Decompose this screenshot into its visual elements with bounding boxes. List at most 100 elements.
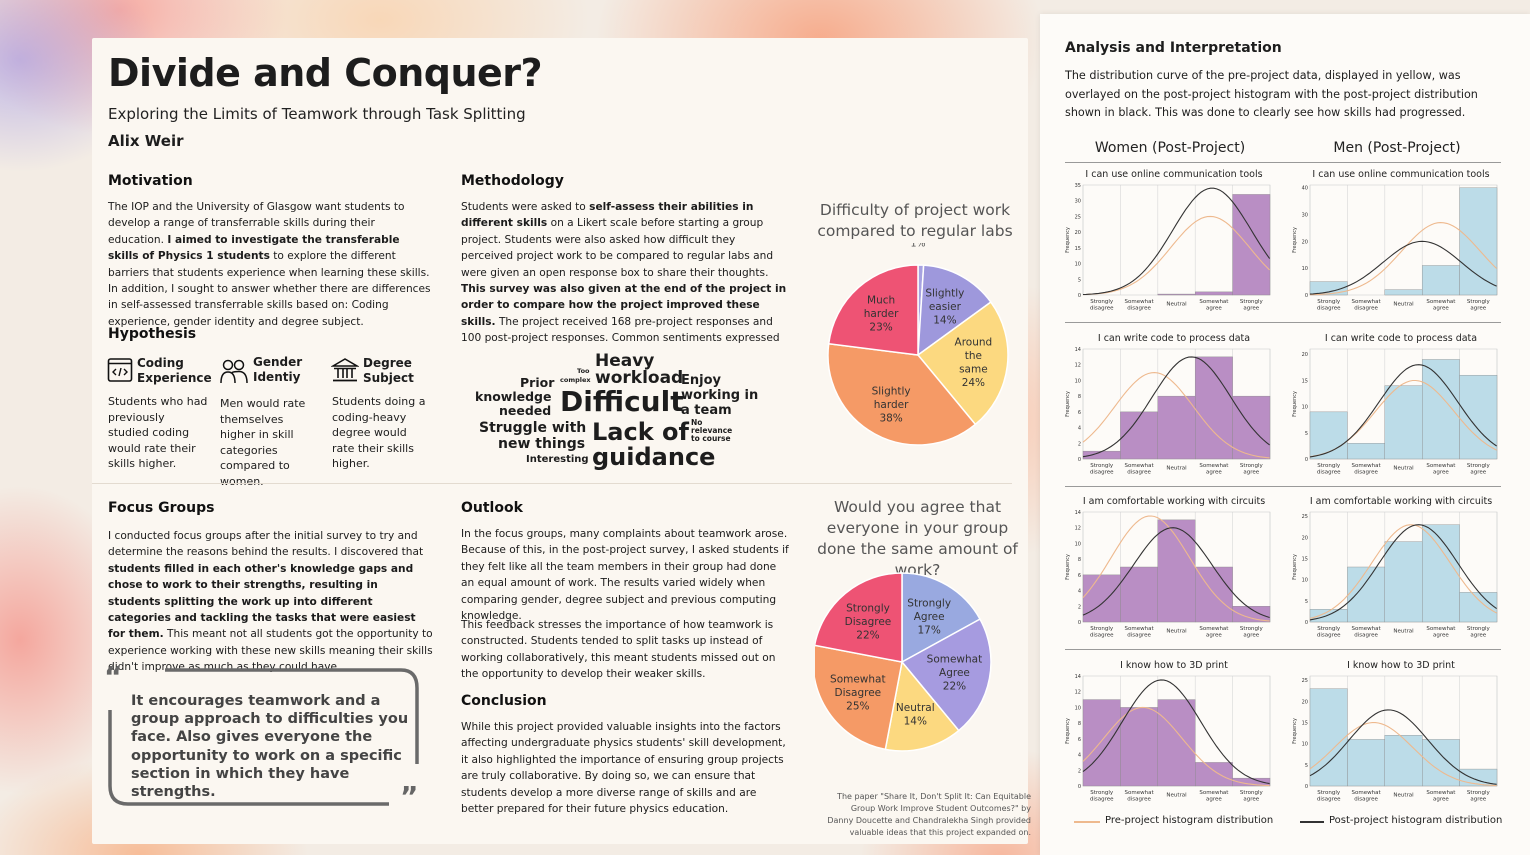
x-tick-label: Somewhat disagree (1125, 299, 1155, 312)
y-tick-label: 10 (1075, 541, 1081, 547)
y-tick-label: 0 (1078, 293, 1081, 299)
x-tick-label: Strongly agree (1467, 463, 1491, 476)
histogram-bar (1347, 566, 1386, 623)
histogram-bar (1421, 524, 1460, 623)
quote-text: It encourages teamwork and a group appro… (131, 693, 409, 801)
y-tick-label: 0 (1078, 620, 1081, 626)
legend-pre-swatch (1074, 821, 1100, 823)
x-tick-label: Somewhat agree (1199, 626, 1229, 639)
y-tick-label: 20 (1302, 699, 1308, 705)
legend-post-swatch (1300, 821, 1324, 823)
histogram-chart: I know how to 3D print Frequency 0 2 4 6 8 10 12… (1065, 660, 1271, 803)
x-tick-label: Strongly agree (1467, 790, 1491, 803)
histogram-bar (1421, 359, 1460, 460)
word-cloud-word: complex (560, 376, 591, 384)
motivation-heading: Motivation (108, 173, 193, 189)
x-tick-label: Strongly agree (1240, 299, 1264, 312)
y-tick-label: 15 (1302, 378, 1308, 384)
y-tick-label: 35 (1075, 183, 1081, 189)
distribution-curve (1082, 527, 1270, 619)
x-tick-label: Strongly agree (1240, 790, 1264, 803)
histogram-title: I know how to 3D print (1120, 660, 1228, 671)
histogram-title: I can write code to process data (1098, 333, 1250, 344)
y-tick-label: 20 (1302, 239, 1308, 245)
y-tick-label: 10 (1302, 405, 1308, 411)
outlook-heading: Outlook (461, 500, 523, 516)
column-header-rule (1065, 162, 1501, 163)
pie-label: Somewhat Agree 22% (927, 654, 983, 693)
y-tick-label: 14 (1075, 510, 1081, 516)
x-tick-label: Neutral (1166, 629, 1187, 635)
x-tick-label: Strongly disagree (1090, 299, 1114, 312)
histogram-chart: I know how to 3D print Frequency 0 5 10 15 20 2… (1292, 660, 1498, 803)
close-quote-icon: ” (400, 780, 419, 813)
y-tick-label: 0 (1305, 293, 1308, 299)
x-tick-label: Somewhat disagree (1125, 463, 1155, 476)
pie-label: Neutral 14% (896, 702, 935, 728)
pie-slice (917, 264, 992, 357)
y-tick-label: 30 (1075, 199, 1081, 205)
pie-slice (827, 264, 919, 356)
histogram-bar (1384, 385, 1423, 460)
y-tick-label: 10 (1302, 266, 1308, 272)
distribution-curve (1309, 222, 1497, 296)
word-cloud-word: Heavy (595, 351, 655, 371)
y-tick-label: 2 (1078, 604, 1081, 610)
histogram-bar (1157, 293, 1196, 296)
y-tick-label: 10 (1302, 742, 1308, 748)
y-tick-label: 0 (1078, 784, 1081, 790)
histogram-bar (1120, 411, 1159, 460)
histogram-bar (1459, 592, 1498, 623)
histogram-bar (1157, 699, 1196, 787)
pie-slice (884, 660, 960, 752)
pie-slice (815, 572, 903, 663)
word-cloud-word: Too (577, 367, 590, 375)
page-title: Divide and Conquer? (108, 51, 543, 95)
y-tick-label: 10 (1075, 705, 1081, 711)
pie-label: Slightly easier 14% (925, 288, 964, 327)
pie-slice (815, 644, 903, 751)
x-tick-label: Somewhat disagree (1125, 626, 1155, 639)
x-tick-label: Somewhat agree (1426, 299, 1456, 312)
methodology-text: Students were asked to self-assess their… (461, 201, 787, 345)
section-divider (92, 483, 1012, 484)
row-separator (1065, 486, 1501, 487)
methodology-heading: Methodology (461, 173, 564, 189)
col-men-header: Men (Post-Project) (1333, 140, 1461, 156)
quote-frame (108, 668, 419, 806)
word-cloud: Heavy workload Difficult Lack of guidanc… (470, 350, 770, 475)
word-cloud-word: Enjoy (681, 373, 721, 388)
code-icon (107, 357, 133, 383)
word-cloud-word: new things (498, 436, 586, 452)
histogram-title: I can use online communication tools (1312, 169, 1489, 180)
word-cloud-word: Prior (520, 375, 555, 390)
distribution-curve (1309, 364, 1497, 458)
x-tick-label: Somewhat agree (1426, 463, 1456, 476)
hyp-gender-title: Gender Identiy (253, 355, 303, 384)
university-icon (330, 357, 360, 383)
histogram-bar (1309, 688, 1348, 787)
y-axis-label: Frequency (1292, 718, 1298, 744)
focus-heading: Focus Groups (108, 500, 215, 516)
word-cloud-word: knowledge (475, 389, 552, 404)
reference-note: The paper "Share It, Don't Split It: Can… (827, 792, 1031, 837)
histogram-bar (1309, 281, 1348, 296)
x-tick-label: Neutral (1393, 302, 1414, 308)
y-tick-label: 8 (1078, 721, 1081, 727)
y-tick-label: 14 (1075, 347, 1081, 353)
distribution-curve (1309, 240, 1497, 295)
word-cloud-word: workload (595, 368, 684, 388)
y-tick-label: 20 (1302, 352, 1308, 358)
people-icon (219, 357, 249, 385)
y-axis-label: Frequency (1065, 391, 1071, 417)
y-tick-label: 0 (1305, 620, 1308, 626)
word-cloud-word: a team (681, 403, 732, 418)
hyp-coding-text: Students who had previously studied codi… (108, 395, 208, 470)
pie-slice (900, 618, 992, 732)
y-tick-label: 0 (1078, 457, 1081, 463)
y-tick-label: 4 (1078, 426, 1081, 432)
histogram-bar (1157, 395, 1196, 460)
y-tick-label: 10 (1075, 378, 1081, 384)
distribution-curve (1082, 706, 1270, 787)
histogram-bar (1082, 450, 1121, 460)
